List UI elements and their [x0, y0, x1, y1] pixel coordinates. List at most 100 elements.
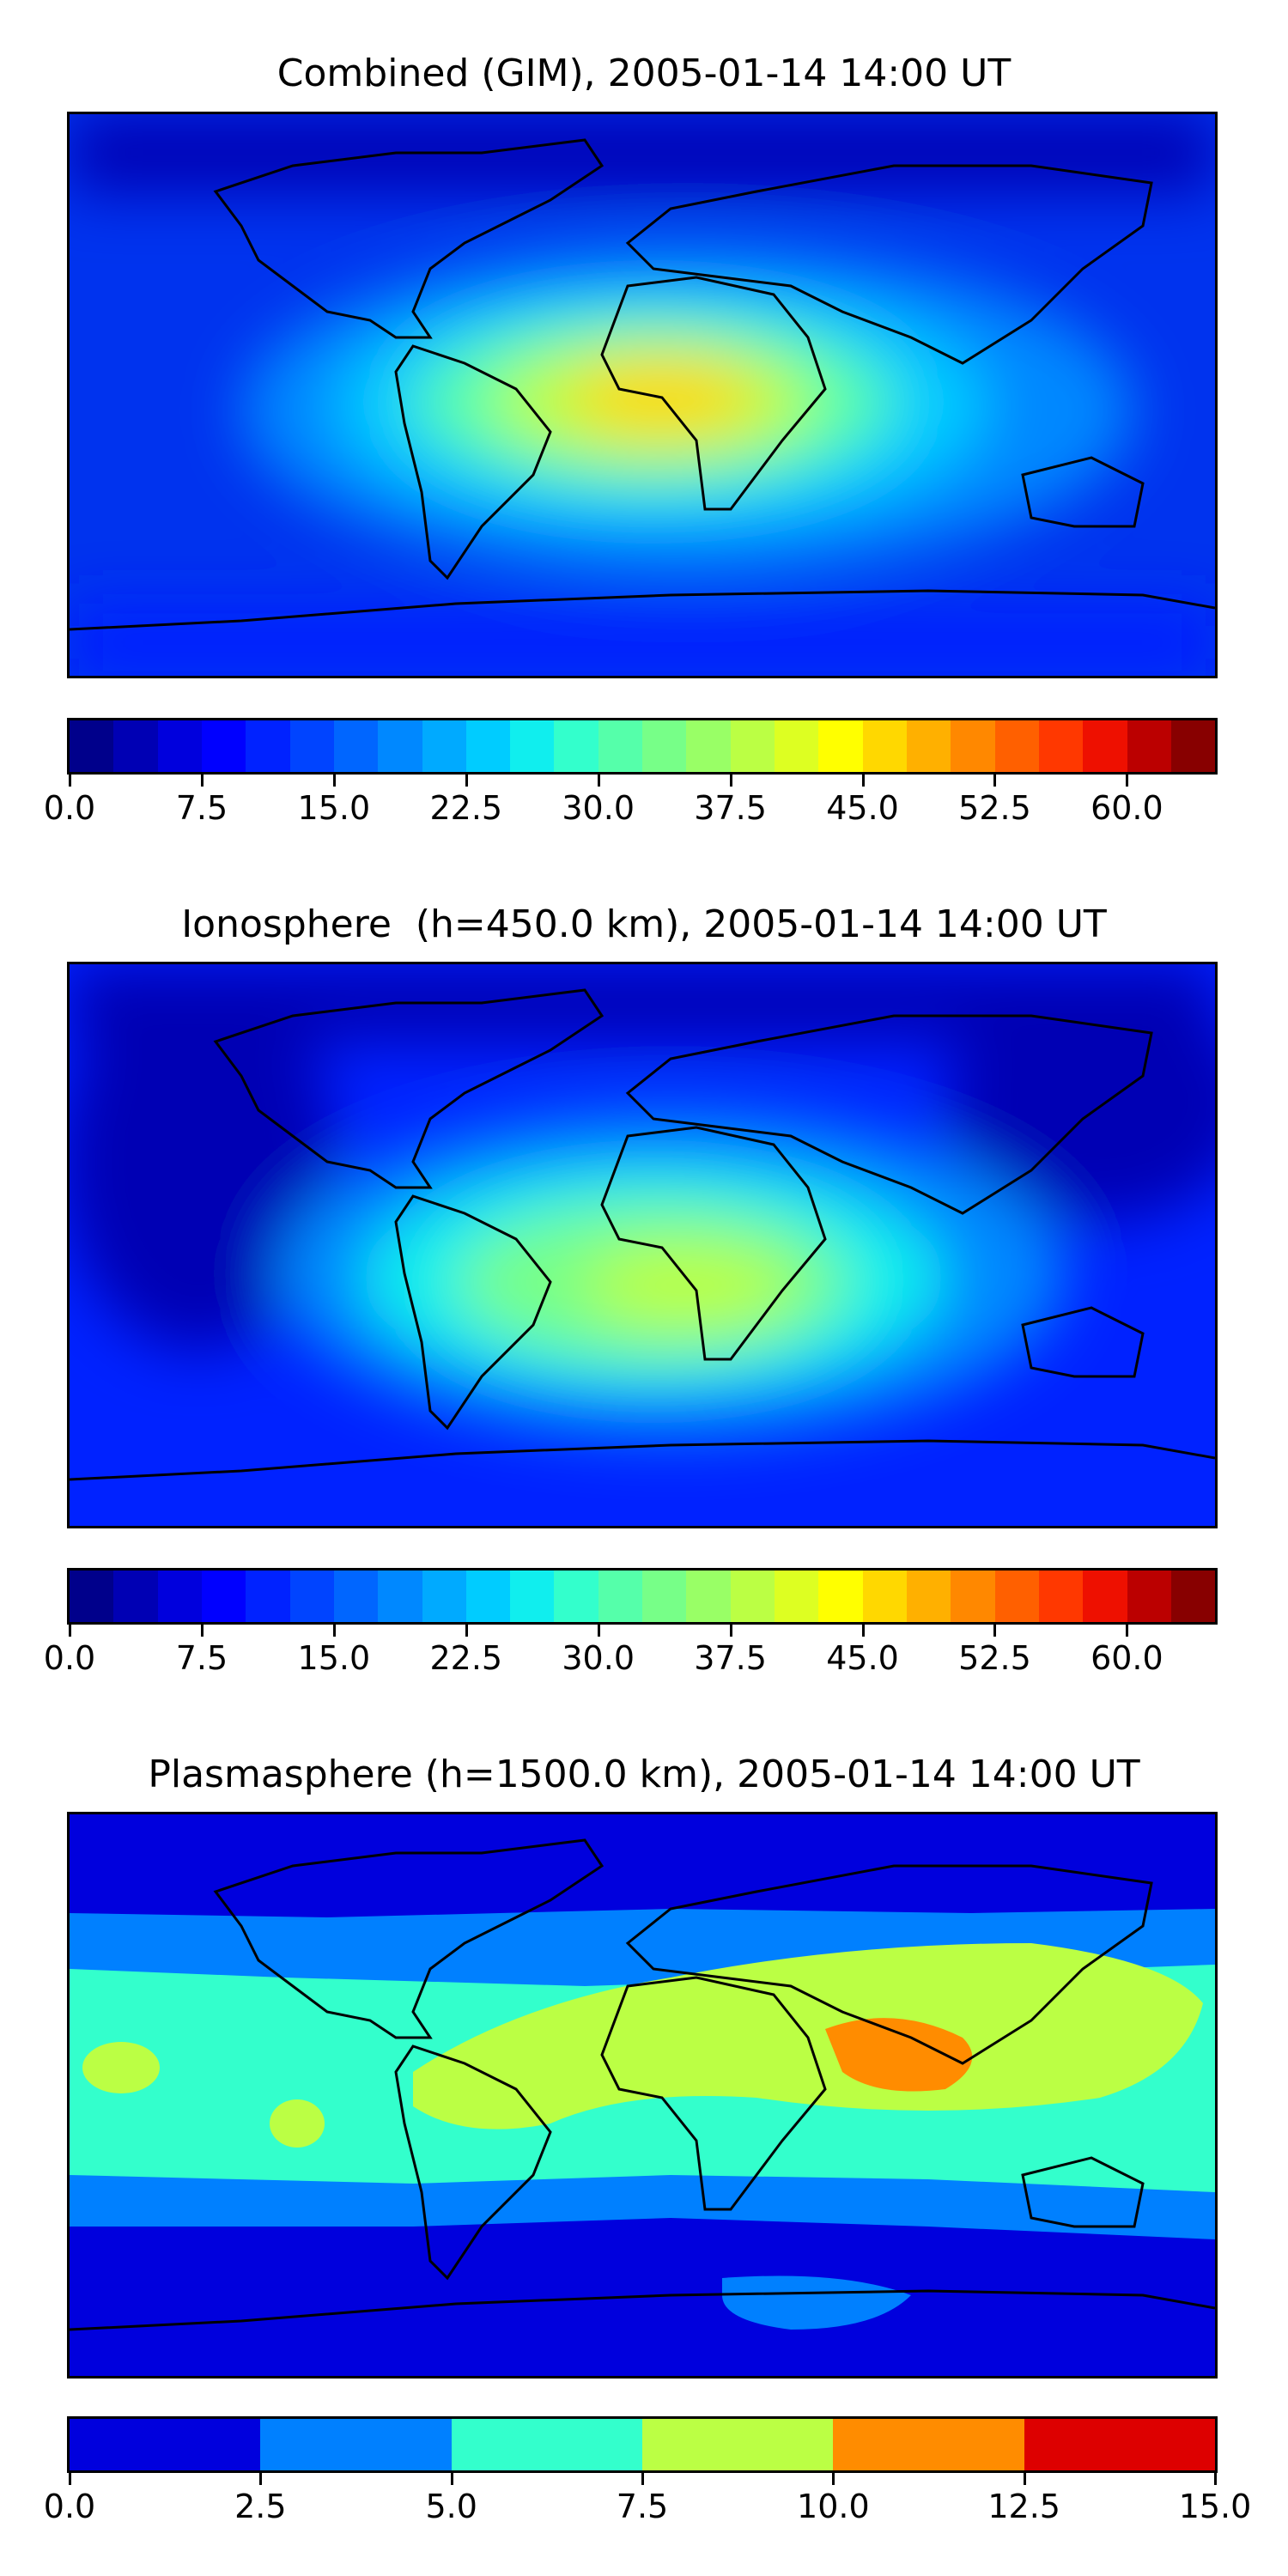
colorbar-tick-label: 2.5: [234, 2488, 287, 2525]
colorbar-segment: [1038, 720, 1084, 772]
colorbar-segment: [862, 1571, 907, 1622]
colorbar-segment: [642, 1571, 687, 1622]
colorbar-tick: [1126, 1625, 1129, 1637]
colorbar-segment: [906, 720, 951, 772]
colorbar-segment: [1170, 1571, 1215, 1622]
colorbar-segment: [554, 1571, 598, 1622]
colorbar-tick: [729, 775, 732, 787]
colorbar-segment: [906, 1571, 951, 1622]
colorbar-tick-label: 5.0: [425, 2488, 477, 2525]
colorbar-segment: [157, 1571, 202, 1622]
colorbar-segment: [775, 1571, 819, 1622]
colorbar-tick: [597, 775, 600, 787]
colorbar-segment: [1083, 1571, 1127, 1622]
colorbar-tick: [993, 775, 997, 787]
colorbar-segment: [598, 720, 643, 772]
colorbar-tick-label: 37.5: [694, 1639, 767, 1677]
colorbar-segment: [862, 720, 907, 772]
colorbar-tick-label: 52.5: [958, 789, 1031, 827]
colorbar-ticks-combined: 0.0 7.5 15.0 22.5 30.0 37.5 45.0 52.5 60.0: [44, 775, 1218, 827]
colorbar-segment: [201, 1571, 246, 1622]
colorbar-segment: [289, 720, 334, 772]
colorbar-tick: [69, 1625, 71, 1637]
colorbar-tick: [1126, 775, 1129, 787]
colorbar-segment: [201, 720, 246, 772]
colorbar-tick: [200, 1625, 204, 1637]
map-combined: [67, 112, 1218, 678]
colorbar-segment: [510, 1571, 555, 1622]
colorbar-segment: [246, 1571, 290, 1622]
colorbar-tick: [69, 775, 71, 787]
map-plasmasphere: [67, 1812, 1218, 2379]
colorbar-segment: [422, 720, 466, 772]
colorbar-tick: [450, 2473, 453, 2485]
colorbar-tick: [1214, 2473, 1217, 2485]
colorbar-segment: [818, 1571, 863, 1622]
colorbar-segment: [554, 720, 598, 772]
colorbar-tick: [597, 1625, 600, 1637]
colorbar-segment: [1127, 1571, 1171, 1622]
colorbar-segment: [465, 720, 511, 772]
colorbar-segment: [730, 720, 775, 772]
colorbar-tick: [465, 775, 468, 787]
panel-title-combined: Combined (GIM), 2005-01-14 14:00 UT: [276, 52, 1012, 95]
colorbar-tick: [993, 1625, 997, 1637]
colorbar-segment: [465, 1571, 511, 1622]
colorbar-tick-label: 60.0: [1091, 1639, 1163, 1677]
colorbar-segment: [1170, 720, 1215, 772]
colorbar-segment: [775, 720, 819, 772]
colorbar-segment: [70, 720, 114, 772]
colorbar-tick-label: 0.0: [43, 1639, 96, 1677]
colorbar-tick-label: 22.5: [429, 789, 503, 827]
colorbar-tick-label: 30.0: [562, 1639, 635, 1677]
colorbar-tick: [200, 775, 204, 787]
colorbar-segment: [451, 2419, 642, 2470]
colorbar-segment: [641, 2419, 834, 2470]
colorbar-segment: [730, 1571, 775, 1622]
colorbar-tick-label: 15.0: [1178, 2488, 1252, 2525]
colorbar-segment: [598, 1571, 643, 1622]
colorbar-segment: [1083, 720, 1127, 772]
colorbar-segment: [1038, 1571, 1084, 1622]
coastlines: [70, 988, 1215, 1481]
colorbar-tick-label: 15.0: [297, 1639, 371, 1677]
coastlines: [70, 138, 1215, 631]
colorbar-segment: [260, 2419, 452, 2470]
colorbar-segment: [642, 720, 687, 772]
colorbar-tick: [69, 2473, 71, 2485]
colorbar-segment: [1127, 720, 1171, 772]
colorbar-ionosphere: [67, 1568, 1218, 1625]
panel-title-ionosphere: Ionosphere (h=450.0 km), 2005-01-14 14:0…: [181, 902, 1107, 946]
colorbar-tick-label: 15.0: [297, 789, 371, 827]
colorbar-tick-label: 30.0: [562, 789, 635, 827]
colorbar-segment: [818, 720, 863, 772]
colorbar-ticks-plasmasphere: 0.0 2.5 5.0 7.5 10.0 12.5 15.0: [44, 2473, 1251, 2525]
colorbar-tick: [332, 1625, 336, 1637]
colorbar-segment: [378, 1571, 422, 1622]
colorbar-segment: [686, 720, 731, 772]
colorbar-segment: [113, 720, 158, 772]
colorbar-tick-label: 7.5: [616, 2488, 669, 2525]
colorbar-segment: [1024, 2419, 1215, 2470]
map-ionosphere: [67, 962, 1218, 1528]
colorbar-tick: [332, 775, 336, 787]
colorbar-segment: [70, 2419, 261, 2470]
panel-title-plasmasphere: Plasmasphere (h=1500.0 km), 2005-01-14 1…: [148, 1753, 1140, 1796]
colorbar-segment: [157, 720, 202, 772]
colorbar-segment: [289, 1571, 334, 1622]
colorbar-plasmasphere: [67, 2416, 1218, 2473]
colorbar-tick: [465, 1625, 468, 1637]
colorbar-segment: [686, 1571, 731, 1622]
colorbar-tick-label: 22.5: [429, 1639, 503, 1677]
colorbar-tick-label: 45.0: [826, 789, 899, 827]
colorbar-tick-label: 60.0: [1091, 789, 1163, 827]
colorbar-tick-label: 12.5: [987, 2488, 1060, 2525]
colorbar-tick-label: 45.0: [826, 1639, 899, 1677]
colorbar-tick: [861, 1625, 865, 1637]
colorbar-segment: [951, 1571, 995, 1622]
colorbar-segment: [333, 720, 379, 772]
colorbar-tick: [832, 2473, 835, 2485]
colorbar-segment: [113, 1571, 158, 1622]
colorbar-tick-label: 7.5: [175, 1639, 228, 1677]
colorbar-ticks-ionosphere: 0.0 7.5 15.0 22.5 30.0 37.5 45.0 52.5 60.0: [44, 1625, 1218, 1677]
